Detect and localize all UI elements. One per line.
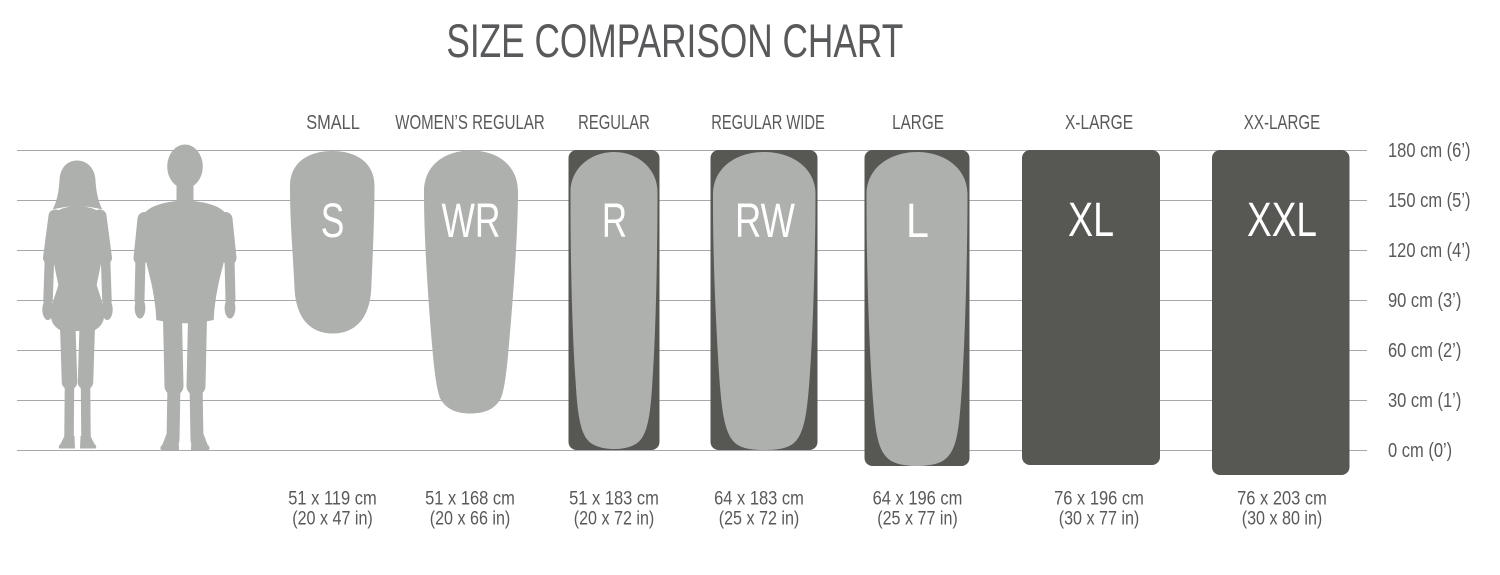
svg-text:X-LARGE: X-LARGE xyxy=(1065,111,1133,134)
svg-text:64 x 196 cm: 64 x 196 cm xyxy=(873,487,963,509)
svg-text:R: R xyxy=(602,193,627,247)
svg-text:(20 x 66 in): (20 x 66 in) xyxy=(430,507,511,529)
svg-text:XXL: XXL xyxy=(1247,193,1317,247)
svg-text:(30 x 80 in): (30 x 80 in) xyxy=(1242,507,1323,529)
svg-text:REGULAR: REGULAR xyxy=(578,111,650,134)
svg-text:150 cm (5’): 150 cm (5’) xyxy=(1388,188,1471,211)
svg-text:XL: XL xyxy=(1068,194,1114,248)
svg-text:LARGE: LARGE xyxy=(892,111,944,134)
svg-text:120 cm (4’): 120 cm (4’) xyxy=(1388,238,1471,261)
svg-text:(20 x 72 in): (20 x 72 in) xyxy=(574,507,655,529)
svg-text:60 cm (2’): 60 cm (2’) xyxy=(1388,338,1461,361)
svg-text:REGULAR WIDE: REGULAR WIDE xyxy=(711,111,825,134)
svg-text:51 x 183 cm: 51 x 183 cm xyxy=(569,487,659,509)
svg-text:51 x 168 cm: 51 x 168 cm xyxy=(425,487,515,509)
svg-text:64 x 183 cm: 64 x 183 cm xyxy=(714,487,804,509)
svg-text:WOMEN’S REGULAR: WOMEN’S REGULAR xyxy=(395,111,544,134)
svg-text:30 cm (1’): 30 cm (1’) xyxy=(1388,388,1461,411)
svg-text:L: L xyxy=(906,193,929,248)
svg-text:0 cm (0’): 0 cm (0’) xyxy=(1388,438,1452,461)
svg-text:76 x 203 cm: 76 x 203 cm xyxy=(1237,487,1327,509)
svg-text:(20 x 47 in): (20 x 47 in) xyxy=(292,507,373,529)
svg-text:SMALL: SMALL xyxy=(306,110,360,133)
svg-text:(25 x 77 in): (25 x 77 in) xyxy=(877,507,958,529)
svg-text:76 x 196 cm: 76 x 196 cm xyxy=(1054,487,1144,509)
svg-text:180 cm (6’): 180 cm (6’) xyxy=(1388,138,1471,161)
svg-text:51 x 119 cm: 51 x 119 cm xyxy=(288,487,377,509)
svg-text:XX-LARGE: XX-LARGE xyxy=(1244,111,1320,134)
svg-text:SIZE COMPARISON CHART: SIZE COMPARISON CHART xyxy=(446,14,903,67)
svg-text:RW: RW xyxy=(735,194,795,248)
svg-text:(30 x 77 in): (30 x 77 in) xyxy=(1059,507,1140,529)
svg-text:90 cm (3’): 90 cm (3’) xyxy=(1388,288,1461,311)
svg-text:S: S xyxy=(321,194,345,248)
svg-text:WR: WR xyxy=(442,194,501,248)
svg-text:(25 x 72 in): (25 x 72 in) xyxy=(719,507,800,529)
